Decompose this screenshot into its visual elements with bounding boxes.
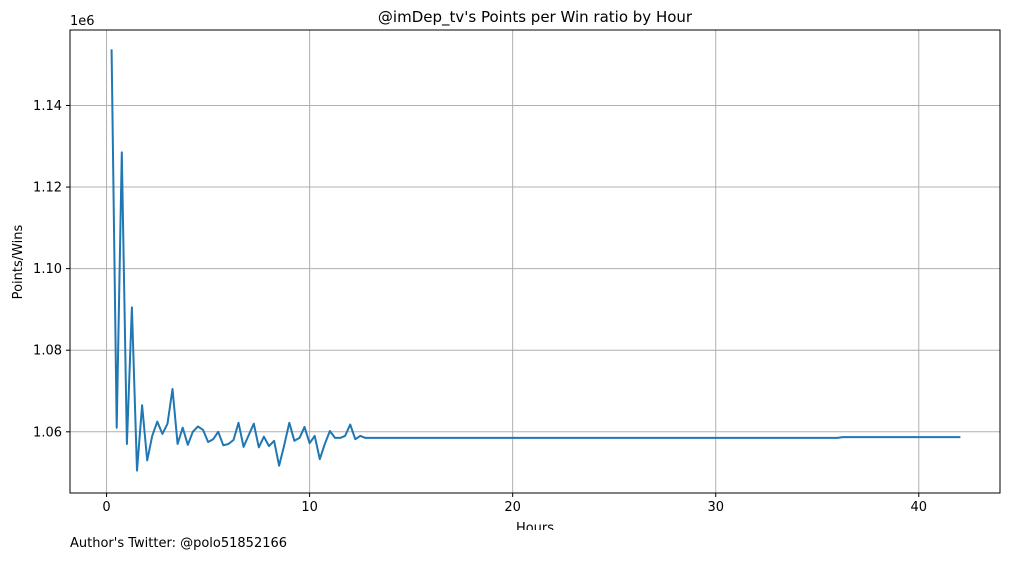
grid-lines: [70, 30, 1000, 493]
chart-title: @imDep_tv's Points per Win ratio by Hour: [378, 8, 693, 27]
y-tick-label: 1.12: [33, 181, 62, 196]
axis-ticks: 0 10 20 30 40 1.06 1.08 1.10 1.12 1.14: [33, 99, 927, 515]
x-tick-label: 40: [911, 500, 928, 515]
y-tick-label: 1.06: [33, 425, 62, 440]
x-axis-label: Hours: [516, 521, 554, 530]
y-offset-text: 1e6: [70, 14, 95, 29]
series-layer: [110, 49, 961, 472]
x-tick-label: 20: [504, 500, 521, 515]
author-twitter-note: Author's Twitter: @polo51852166: [70, 536, 288, 551]
line-chart: @imDep_tv's Points per Win ratio by Hour…: [11, 8, 1001, 530]
y-tick-label: 1.08: [33, 344, 62, 359]
x-tick-label: 10: [301, 500, 318, 515]
plot-area-frame: [69, 29, 1001, 494]
x-tick-label: 30: [707, 500, 724, 515]
series-line: [110, 49, 961, 472]
y-axis-label: Points/Wins: [11, 224, 26, 299]
y-tick-label: 1.14: [33, 99, 62, 114]
x-tick-label: 0: [102, 500, 110, 515]
y-tick-label: 1.10: [33, 262, 62, 277]
